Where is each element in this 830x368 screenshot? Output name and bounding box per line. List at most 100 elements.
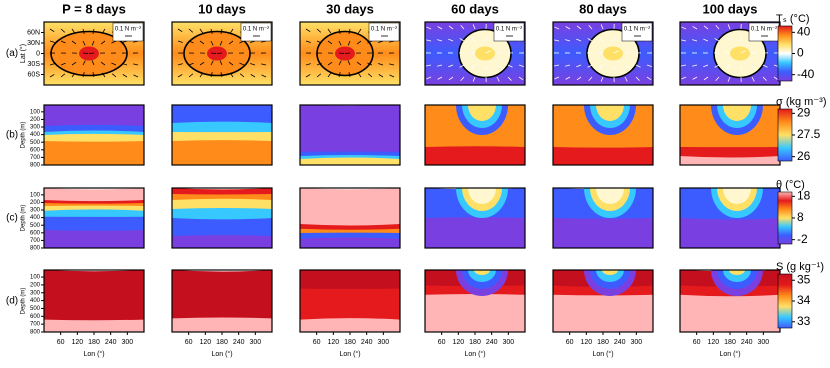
x-tick-label: 180: [597, 339, 609, 346]
wind-arrow: [762, 76, 767, 81]
core: [207, 46, 227, 61]
field-band: [172, 235, 272, 248]
wind-arrow: [220, 72, 223, 78]
x-tick-label: 240: [614, 339, 626, 346]
wind-arrow: [715, 76, 720, 81]
wind-arrow: [600, 76, 604, 82]
y-tick-label: 600: [30, 147, 41, 153]
field-band: [44, 230, 144, 248]
colorbar-tick-label: 8: [797, 210, 804, 224]
wind-arrow: [460, 24, 465, 30]
dome: [596, 188, 624, 204]
y-tick-label: 600: [30, 314, 41, 320]
panel-field: [425, 270, 525, 332]
panel-frame: [424, 104, 526, 166]
dome: [723, 105, 751, 121]
field-band: [300, 188, 400, 226]
wind-arrow: [338, 60, 342, 66]
panel: [299, 104, 401, 166]
x-axis-title: Lon (°): [211, 350, 232, 358]
wind-arrow: [448, 64, 454, 68]
wind-arrow: [316, 73, 322, 78]
field-band: [553, 294, 653, 332]
y-axis-title: Depth (m): [21, 122, 27, 149]
core: [603, 46, 623, 61]
wind-arrow: [199, 40, 205, 45]
colorbar-tick-label: 18: [797, 189, 811, 203]
wind-key-label: 0.1 N m⁻²: [243, 27, 269, 33]
wind-arrow: [210, 28, 213, 34]
wind-arrow: [228, 61, 234, 66]
panel: [424, 269, 526, 333]
x-tick-label: 120: [327, 339, 339, 346]
field-band: [300, 270, 400, 291]
wind-arrow: [426, 39, 432, 42]
x-tick-label: 300: [249, 339, 261, 346]
field-band: [680, 156, 780, 165]
wind-arrow: [316, 62, 322, 66]
colorbar-tick-label: -40: [797, 67, 815, 81]
wind-arrow: [229, 72, 234, 78]
wind-arrow: [472, 24, 476, 30]
wind-key-label: 0.1 N m⁻²: [496, 27, 522, 33]
wind-arrow: [576, 64, 582, 68]
field-band: [553, 218, 653, 248]
wind-arrow: [378, 40, 384, 43]
wind-arrow: [507, 76, 512, 81]
wind-arrow: [239, 40, 245, 44]
wind-arrow: [378, 63, 384, 66]
panel-field: [300, 105, 400, 165]
wind-arrow: [635, 76, 640, 81]
wind-arrow: [199, 61, 205, 66]
x-tick-label: 60: [185, 339, 193, 346]
panel-frame: [299, 187, 401, 249]
panel: [171, 187, 273, 249]
wind-arrow: [177, 40, 183, 43]
dome: [723, 188, 751, 204]
panel-frame: [552, 21, 654, 86]
x-tick-label: 240: [233, 339, 245, 346]
y-tick-label: 60N: [27, 29, 40, 36]
panel-field: [300, 22, 400, 85]
x-tick-label: 180: [216, 339, 228, 346]
wind-arrow: [518, 76, 524, 81]
wind-arrow: [714, 38, 720, 42]
y-tick-label: 600: [30, 230, 41, 236]
field-band: [172, 270, 272, 321]
x-tick-label: 60: [57, 339, 65, 346]
y-axis-title: Depth (m): [21, 288, 27, 315]
wind-arrow: [448, 38, 454, 42]
panel: 0.1 N m⁻²: [552, 21, 654, 86]
panel: [424, 187, 526, 249]
wind-arrow: [646, 76, 652, 81]
panel-frame: [424, 187, 526, 249]
wind-arrow: [219, 60, 223, 66]
panel-field: [300, 188, 400, 248]
wind-arrow: [82, 60, 86, 66]
panel-field: [553, 105, 653, 165]
wind-arrow: [327, 61, 333, 66]
wind-arrow: [681, 64, 687, 67]
wind-arrow: [356, 40, 362, 45]
wind-arrow: [111, 62, 117, 66]
wind-arrow: [496, 76, 500, 82]
core: [79, 46, 99, 61]
wind-arrow: [188, 62, 194, 66]
colorbar-title: S (g kg⁻¹): [776, 261, 824, 273]
wind-arrow: [261, 63, 267, 66]
x-tick-label: 60: [313, 339, 321, 346]
colorbar-tick-label: 35: [797, 272, 811, 286]
colorbar-tick-label: 0: [797, 46, 804, 60]
field-band: [172, 105, 272, 125]
wind-arrow: [587, 38, 593, 42]
panel-field: [425, 188, 525, 248]
colorbar-tick-label: 40: [797, 25, 811, 39]
y-tick-label: 60S: [28, 71, 41, 78]
wind-arrow: [389, 74, 395, 78]
colorbar-tick-label: 29: [797, 106, 811, 120]
y-tick-label: 700: [30, 322, 41, 328]
wind-arrow: [49, 63, 55, 66]
wind-arrow: [367, 40, 373, 44]
x-tick-label: 300: [121, 339, 133, 346]
